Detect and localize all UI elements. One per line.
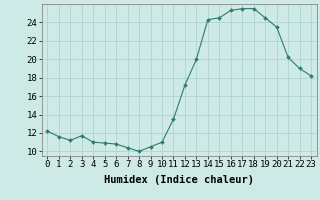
X-axis label: Humidex (Indice chaleur): Humidex (Indice chaleur) (104, 175, 254, 185)
